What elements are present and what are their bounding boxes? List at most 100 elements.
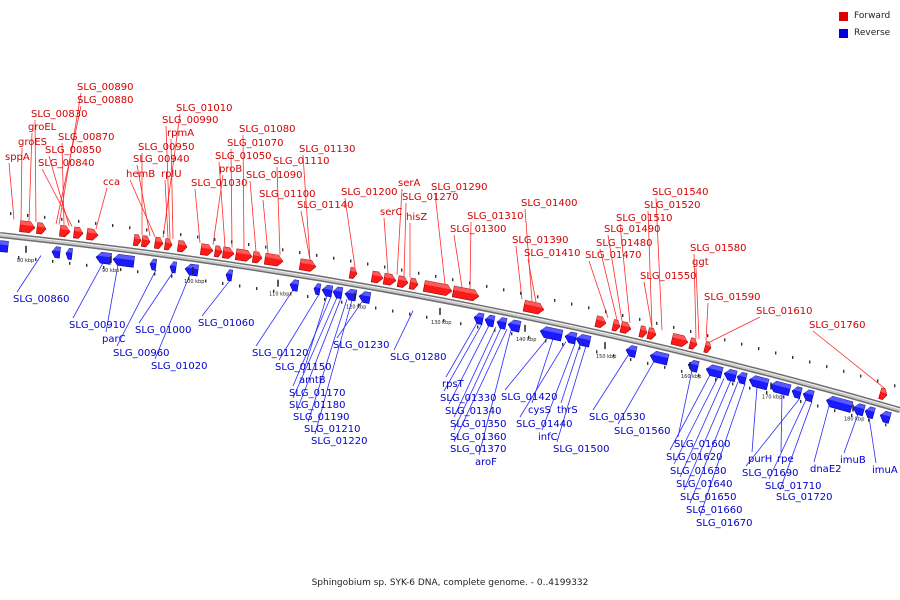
- leader-line: [336, 301, 363, 339]
- grid-dash: [741, 342, 743, 346]
- gene-arrow-gloss: [165, 238, 173, 244]
- gene-arrow-gloss: [565, 332, 578, 338]
- leader-line: [524, 208, 533, 302]
- gene-arrow-gloss: [508, 319, 521, 326]
- grid-dash: [758, 347, 760, 351]
- leader-line: [647, 210, 653, 328]
- gene-arrow-gloss: [372, 271, 384, 277]
- reverse-gene-8: [225, 269, 234, 282]
- leader-line: [812, 330, 886, 389]
- gene-label-slg-01620: SLG_01620: [666, 452, 722, 463]
- gene-arrow-shape: [0, 240, 9, 253]
- leader-line: [61, 142, 65, 226]
- leader-line: [164, 179, 169, 239]
- grid-dash: [341, 300, 343, 304]
- gene-arrow-shape: [723, 369, 738, 383]
- gene-label-slg-00870: SLG_00870: [58, 132, 114, 143]
- leader-line: [218, 161, 226, 247]
- gene-label-slg-01280: SLG_01280: [390, 352, 446, 363]
- gene-arrow-shape: [213, 245, 223, 258]
- gene-arrow-gloss: [66, 248, 73, 253]
- leader-line: [276, 166, 281, 256]
- leader-line: [843, 413, 859, 454]
- gene-label-slg-01560: SLG_01560: [614, 426, 670, 437]
- gene-arrow-shape: [51, 246, 61, 259]
- gene-label-slg-01530: SLG_01530: [589, 412, 645, 423]
- gene-label-hisz: hisZ: [406, 212, 427, 223]
- gene-arrow-gloss: [865, 406, 876, 413]
- leader-line: [262, 199, 269, 254]
- tick-label: 140 kbp: [516, 337, 536, 343]
- grid-dash: [622, 313, 624, 317]
- gene-label-slg-00830: SLG_00830: [31, 109, 87, 120]
- grid-dash: [605, 310, 607, 314]
- grid-dash: [494, 328, 496, 332]
- gene-arrow-shape: [687, 359, 700, 373]
- grid-dash: [834, 409, 836, 413]
- grid-dash: [486, 284, 488, 288]
- gene-label-slg-01370: SLG_01370: [450, 444, 506, 455]
- grid-dash: [137, 270, 139, 274]
- gene-arrow-gloss: [384, 273, 397, 280]
- gene-label-slg-01180: SLG_01180: [289, 400, 345, 411]
- gene-label-slg-01010: SLG_01010: [176, 103, 232, 114]
- reverse-gene-35: [879, 410, 892, 424]
- gene-arrow-gloss: [265, 253, 284, 260]
- gene-arrow-gloss: [134, 234, 142, 240]
- grid-dash: [809, 360, 811, 364]
- gene-arrow-gloss: [345, 289, 357, 295]
- grid-dash: [27, 213, 29, 217]
- gene-arrow-shape: [638, 325, 648, 338]
- leader-line: [617, 361, 655, 425]
- gene-arrow-shape: [19, 220, 36, 234]
- leader-line: [201, 280, 231, 317]
- gene-label-cca: cca: [103, 177, 120, 188]
- forward-gene-22: [422, 280, 453, 296]
- grid-dash: [681, 369, 683, 373]
- grid-dash: [571, 302, 573, 306]
- forward-gene-7: [153, 236, 164, 250]
- gene-label-slg-01400: SLG_01400: [521, 198, 577, 209]
- gene-label-thrs: thrS: [557, 405, 578, 416]
- leader-line: [72, 262, 104, 319]
- leader-line: [780, 393, 783, 453]
- leader-line: [445, 322, 478, 378]
- gene-arrow-gloss: [314, 283, 321, 289]
- grid-dash: [843, 369, 845, 373]
- grid-dash: [460, 322, 462, 326]
- gene-arrow-shape: [65, 247, 73, 260]
- grid-dash: [180, 233, 182, 237]
- gene-arrow-shape: [169, 261, 178, 274]
- leader-line: [34, 119, 37, 222]
- grid-dash: [826, 365, 828, 369]
- gene-label-slg-01210: SLG_01210: [304, 424, 360, 435]
- grid-dash: [103, 265, 105, 269]
- gene-arrow-shape: [184, 263, 200, 277]
- reverse-gene-9: [289, 279, 300, 292]
- grid-dash: [265, 245, 267, 249]
- reverse-gene-32: [826, 395, 854, 413]
- forward-gene-29: [646, 327, 657, 340]
- leader-line: [669, 374, 711, 451]
- leader-line: [278, 294, 320, 361]
- gene-label-slg-00850: SLG_00850: [45, 145, 101, 156]
- leader-line: [813, 405, 830, 463]
- reverse-gene-1: [51, 246, 61, 259]
- forward-gene-33: [878, 387, 888, 400]
- leader-line: [20, 147, 23, 221]
- grid-dash: [350, 259, 352, 263]
- grid-dash: [588, 306, 590, 310]
- gene-label-imub: imuB: [840, 455, 866, 466]
- gene-arrow-gloss: [880, 387, 888, 394]
- gene-label-amtb: amtB: [299, 375, 326, 386]
- gene-arrow-gloss: [333, 286, 343, 292]
- gene-label-slg-01030: SLG_01030: [191, 178, 247, 189]
- grid-dash: [52, 259, 54, 263]
- gene-arrow-gloss: [640, 325, 648, 332]
- grid-dash: [673, 325, 675, 329]
- gene-label-rplu: rplU: [161, 169, 182, 180]
- leader-line: [154, 274, 191, 360]
- gene-arrow-gloss: [201, 243, 214, 250]
- gene-arrow-gloss: [524, 300, 545, 309]
- leader-line: [453, 234, 463, 288]
